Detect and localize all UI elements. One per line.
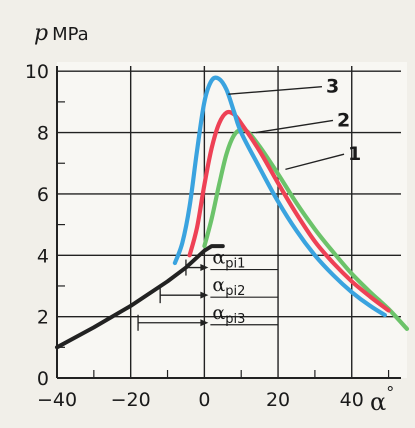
y-tick-label: 6 [37,184,49,206]
curve-label-leader-2 [255,119,334,134]
annot-subscript: pi1 [225,257,245,272]
series-line-1 [202,127,410,331]
series-line-2 [187,109,391,313]
y-axis-symbol: p [34,21,48,46]
y-tick-label: 2 [37,307,49,329]
x-tick-label: −20 [111,389,151,411]
compression-curve [55,244,225,350]
annot-label-pi2: αpi2 [212,274,245,299]
x-tick-label: 0 [198,389,210,411]
annot-subscript: pi3 [225,312,245,327]
annot-symbol: α [212,302,225,324]
y-tick-label: 8 [37,123,49,145]
curve-label-2: 2 [337,109,350,131]
x-tick-label: 40 [340,389,364,411]
x-axis-degree: ° [386,383,394,402]
curve-label-leader-3 [228,85,323,95]
curve-label-3: 3 [326,76,339,98]
y-axis-title: p MPa [34,21,89,46]
tick-labels: 0 2 4 6 8 10 −40 −20 0 20 40 [25,61,364,411]
y-tick-label: 0 [37,368,49,390]
curve-label-1: 1 [348,143,361,165]
y-axis-unit: MPa [52,24,89,45]
annot-arrowhead-pi1 [200,264,209,272]
compression-line [55,244,225,350]
annot-symbol: α [212,274,225,296]
annot-arrowhead-pi3 [200,319,209,327]
annot-label-pi1: αpi1 [212,247,245,272]
x-tick-label: −40 [37,389,77,411]
series-line-3 [172,75,387,318]
grid [56,66,401,379]
x-axis-symbol: α [370,388,386,416]
annot-label-pi3: αpi3 [212,302,245,327]
annot-symbol: α [212,247,225,269]
x-tick-label: 20 [266,389,290,411]
curve-label-leader-1 [285,153,345,171]
y-tick-label: 10 [25,61,49,83]
x-axis-title: α° [370,383,394,416]
annot-subscript: pi2 [225,284,245,299]
series-group [172,75,410,331]
label-leaders: 3 2 1 [228,76,361,171]
y-tick-label: 4 [37,245,49,267]
annot-arrowhead-pi2 [200,291,209,299]
